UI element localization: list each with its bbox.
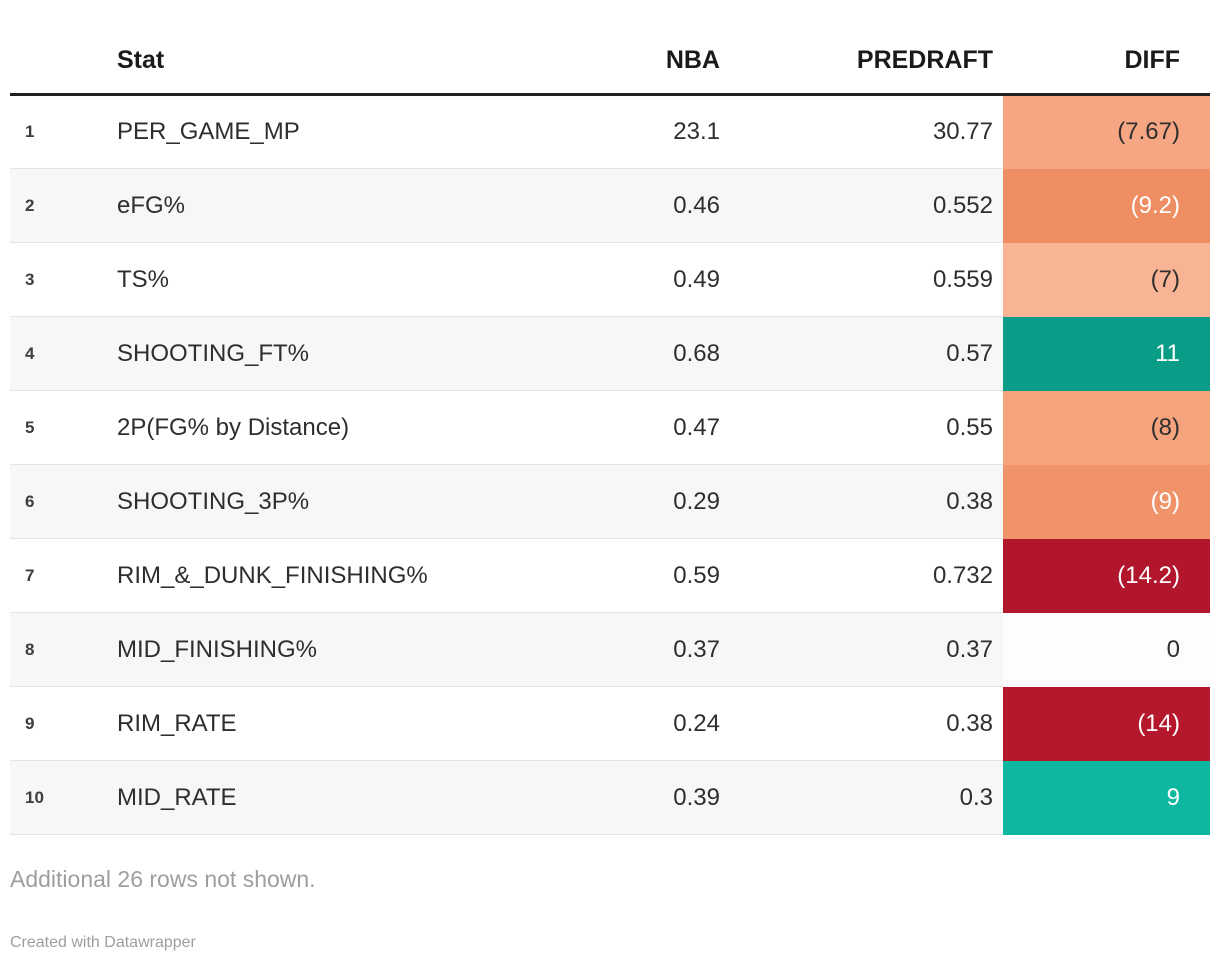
predraft-cell: 0.3 bbox=[730, 760, 1003, 835]
header-nba: NBA bbox=[490, 0, 730, 96]
header-diff: DIFF bbox=[1003, 0, 1210, 96]
stat-comparison-table: Stat NBA PREDRAFT DIFF 1 PER_GAME_MP 23.… bbox=[10, 0, 1210, 835]
table-row: 6 SHOOTING_3P% 0.29 0.38 (9) bbox=[10, 464, 1210, 539]
table-row: 2 eFG% 0.46 0.552 (9.2) bbox=[10, 168, 1210, 243]
stat-cell: PER_GAME_MP bbox=[117, 94, 490, 169]
diff-cell: 11 bbox=[1003, 316, 1210, 391]
diff-cell: (8) bbox=[1003, 390, 1210, 465]
diff-cell: (9) bbox=[1003, 464, 1210, 539]
row-number: 2 bbox=[10, 168, 117, 243]
nba-cell: 23.1 bbox=[490, 94, 730, 169]
nba-cell: 0.68 bbox=[490, 316, 730, 391]
nba-cell: 0.29 bbox=[490, 464, 730, 539]
predraft-cell: 0.38 bbox=[730, 464, 1003, 539]
predraft-cell: 0.37 bbox=[730, 612, 1003, 687]
row-number: 3 bbox=[10, 242, 117, 317]
table-row: 1 PER_GAME_MP 23.1 30.77 (7.67) bbox=[10, 94, 1210, 169]
nba-cell: 0.37 bbox=[490, 612, 730, 687]
stat-cell: TS% bbox=[117, 242, 490, 317]
table-row: 4 SHOOTING_FT% 0.68 0.57 11 bbox=[10, 316, 1210, 391]
table-row: 3 TS% 0.49 0.559 (7) bbox=[10, 242, 1210, 317]
predraft-cell: 0.559 bbox=[730, 242, 1003, 317]
predraft-cell: 30.77 bbox=[730, 94, 1003, 169]
table-row: 9 RIM_RATE 0.24 0.38 (14) bbox=[10, 686, 1210, 761]
row-number: 8 bbox=[10, 612, 117, 687]
diff-cell: (7) bbox=[1003, 242, 1210, 317]
diff-cell: (7.67) bbox=[1003, 94, 1210, 169]
table-row: 10 MID_RATE 0.39 0.3 9 bbox=[10, 760, 1210, 835]
nba-cell: 0.59 bbox=[490, 538, 730, 613]
header-predraft: PREDRAFT bbox=[730, 0, 1003, 96]
row-number: 4 bbox=[10, 316, 117, 391]
datawrapper-attribution: Created with Datawrapper bbox=[10, 933, 196, 951]
diff-cell: (9.2) bbox=[1003, 168, 1210, 243]
nba-cell: 0.46 bbox=[490, 168, 730, 243]
predraft-cell: 0.55 bbox=[730, 390, 1003, 465]
nba-cell: 0.39 bbox=[490, 760, 730, 835]
header-row-number bbox=[10, 0, 117, 96]
table-row: 7 RIM_&_DUNK_FINISHING% 0.59 0.732 (14.2… bbox=[10, 538, 1210, 613]
row-number: 6 bbox=[10, 464, 117, 539]
row-number: 7 bbox=[10, 538, 117, 613]
nba-cell: 0.24 bbox=[490, 686, 730, 761]
diff-cell: 9 bbox=[1003, 760, 1210, 835]
nba-cell: 0.49 bbox=[490, 242, 730, 317]
stat-cell: RIM_RATE bbox=[117, 686, 490, 761]
row-number: 5 bbox=[10, 390, 117, 465]
diff-cell: 0 bbox=[1003, 612, 1210, 687]
diff-cell: (14.2) bbox=[1003, 538, 1210, 613]
predraft-cell: 0.732 bbox=[730, 538, 1003, 613]
predraft-cell: 0.38 bbox=[730, 686, 1003, 761]
row-number: 10 bbox=[10, 760, 117, 835]
stat-cell: SHOOTING_3P% bbox=[117, 464, 490, 539]
stat-cell: MID_FINISHING% bbox=[117, 612, 490, 687]
stat-cell: RIM_&_DUNK_FINISHING% bbox=[117, 538, 490, 613]
stat-cell: MID_RATE bbox=[117, 760, 490, 835]
stat-cell: SHOOTING_FT% bbox=[117, 316, 490, 391]
table-row: 5 2P(FG% by Distance) 0.47 0.55 (8) bbox=[10, 390, 1210, 465]
stat-cell: 2P(FG% by Distance) bbox=[117, 390, 490, 465]
header-row: Stat NBA PREDRAFT DIFF bbox=[10, 0, 1210, 96]
header-stat: Stat bbox=[117, 0, 490, 96]
predraft-cell: 0.552 bbox=[730, 168, 1003, 243]
stat-cell: eFG% bbox=[117, 168, 490, 243]
row-number: 9 bbox=[10, 686, 117, 761]
diff-cell: (14) bbox=[1003, 686, 1210, 761]
table-header: Stat NBA PREDRAFT DIFF bbox=[10, 0, 1210, 96]
predraft-cell: 0.57 bbox=[730, 316, 1003, 391]
row-number: 1 bbox=[10, 94, 117, 169]
nba-cell: 0.47 bbox=[490, 390, 730, 465]
rows-not-shown-note: Additional 26 rows not shown. bbox=[10, 866, 316, 892]
table-body: 1 PER_GAME_MP 23.1 30.77 (7.67) 2 eFG% 0… bbox=[10, 94, 1210, 835]
table-row: 8 MID_FINISHING% 0.37 0.37 0 bbox=[10, 612, 1210, 687]
